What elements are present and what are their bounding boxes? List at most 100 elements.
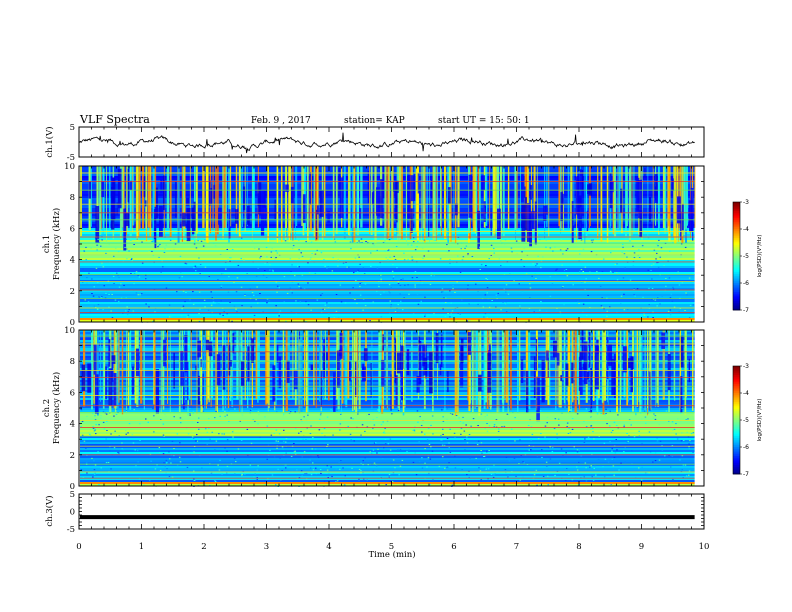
ch3-waveform-ytick-label: 5	[70, 490, 75, 500]
ch1-spectrogram-quiet	[529, 211, 532, 247]
ch1-spectrogram-quiet	[431, 179, 433, 199]
ch1-spectrogram-speckle	[651, 298, 654, 300]
ch1-spectrogram-sferic	[132, 166, 134, 233]
ch1-spectrogram-speckle	[151, 250, 153, 252]
ch2-spectrogram-speckle	[154, 468, 157, 470]
colorbar-swatch	[733, 389, 740, 392]
ch2-spectrogram-speckle	[631, 463, 633, 465]
ch2-spectrogram-speckle	[462, 422, 465, 424]
ch1-spectrogram-band	[80, 278, 695, 280]
ch1-spectrogram-quiet	[689, 200, 693, 233]
ch2-spectrogram-speckle	[588, 411, 590, 413]
ch2-spectrogram-speckle	[281, 446, 284, 448]
ch1-spectrogram-speckle	[486, 279, 489, 280]
ch1-spectrogram-sferic	[349, 166, 351, 239]
ch2-spectrogram-speckle	[503, 425, 506, 427]
ch1-spectrogram-speckle	[337, 259, 339, 261]
ch2-spectrogram-speckle	[508, 460, 511, 462]
ch2-spectrogram-speckle	[113, 447, 116, 449]
ch1-spectrogram-speckle	[231, 249, 234, 250]
ch2-spectrogram-quiet	[423, 357, 428, 376]
ch2-spectrogram-speckle	[326, 465, 328, 467]
ch2-spectrogram-speckle	[92, 426, 94, 428]
ch1-spectrogram-quiet	[671, 178, 674, 191]
ch2-spectrogram-speckle	[357, 411, 359, 413]
ch1-spectrogram-speckle	[532, 263, 534, 265]
ch2-spectrogram-speckle	[513, 457, 516, 459]
ch2-spectrogram-speckle	[638, 467, 640, 469]
ch1-spectrogram-speckle	[251, 292, 254, 294]
ch1-spectrogram-speckle	[350, 248, 352, 250]
ch1-spectrogram-speckle	[430, 275, 432, 277]
ch2-spectrogram-speckle	[301, 474, 303, 476]
ch2-spectrogram-speckle	[584, 462, 587, 464]
ch1-spectrogram-speckle	[298, 239, 300, 241]
ch2-spectrogram-speckle	[226, 439, 229, 441]
ch2-spectrogram-quiet	[87, 363, 92, 393]
ch1-spectrogram-band	[80, 290, 695, 292]
ch1-spectrogram-quiet	[191, 207, 195, 235]
ch1-spectrogram-speckle	[108, 294, 110, 295]
time-xtick-label: 5	[389, 542, 394, 552]
ch2-spectrogram-speckle	[688, 474, 690, 476]
ch2-spectrogram-speckle	[162, 434, 165, 436]
ch2-spectrogram-speckle	[562, 455, 564, 457]
ch2-spectrogram-speckle	[92, 476, 94, 478]
colorbar-swatch	[733, 403, 740, 406]
ch1-spectrogram-speckle	[483, 316, 485, 318]
ch2-spectrogram-speckle	[291, 436, 293, 438]
ch2-spectrogram-speckle	[576, 466, 578, 468]
ch2-spectrogram-speckle	[165, 472, 167, 474]
ch1-spectrogram-sferic	[567, 166, 570, 229]
ch2-spectrogram-speckle	[285, 452, 287, 454]
ch2-spectrogram-speckle	[198, 428, 200, 430]
ch2-spectrogram-quiet	[105, 366, 107, 400]
ch1-waveform-ylabel: ch.1(V)	[44, 126, 55, 157]
ch2-spectrogram-speckle	[472, 418, 475, 420]
ch2-spectrogram-speckle	[633, 436, 636, 438]
ch1-spectrogram-speckle	[529, 283, 531, 285]
ch1-spectrogram-speckle	[117, 274, 119, 276]
ch2-spectrogram-speckle	[221, 473, 223, 475]
ch1-spectrogram-speckle	[292, 245, 295, 247]
ch2-spectrogram-sferic	[204, 330, 206, 409]
ch2-spectrogram-speckle	[153, 431, 155, 433]
ch1-spectrogram-ylabel-freq: Frequency (kHz)	[51, 208, 62, 280]
ch1-spectrogram-sferic	[289, 166, 292, 233]
ch2-spectrogram-speckle	[373, 442, 376, 444]
ch1-spectrogram-speckle	[184, 262, 187, 264]
ch1-spectrogram-speckle	[412, 237, 415, 239]
ch2-spectrogram-sferic	[162, 330, 165, 410]
colorbar-swatch	[733, 394, 740, 397]
colorbar-swatch	[733, 402, 740, 405]
ch2-spectrogram-speckle	[464, 439, 466, 441]
ch1-spectrogram-sferic	[484, 166, 486, 228]
ch1-spectrogram-speckle	[269, 264, 271, 266]
ch1-spectrogram-speckle	[390, 304, 392, 306]
ch2-spectrogram-speckle	[362, 460, 364, 462]
ch1-spectrogram-speckle	[584, 288, 586, 290]
ch1-spectrogram-speckle	[212, 298, 215, 300]
ch1-spectrogram-speckle	[505, 291, 507, 293]
ch2-spectrogram-speckle	[611, 450, 613, 452]
ch2-spectrogram-speckle	[305, 472, 308, 474]
ch2-spectrogram-speckle	[612, 465, 615, 467]
ch2-spectrogram-speckle	[211, 431, 213, 433]
ch1-spectrogram-sferic	[357, 166, 359, 229]
ch1-spectrogram-speckle	[216, 302, 218, 304]
ch2-spectrogram-speckle	[373, 424, 376, 426]
ch1-spectrogram-speckle	[98, 296, 100, 298]
ch1-spectrogram-speckle	[376, 249, 378, 251]
ch1-spectrogram-sferic	[496, 166, 499, 232]
ch2-spectrogram-speckle	[240, 439, 243, 441]
ch1-spectrogram-sferic	[223, 166, 226, 228]
ch2-spectrogram-speckle	[480, 442, 483, 444]
ch2-spectrogram-speckle	[162, 453, 165, 455]
ch2-spectrogram-speckle	[589, 415, 591, 417]
ch1-spectrogram-speckle	[433, 275, 435, 277]
ch2-spectrogram-sferic	[604, 330, 606, 401]
ch1-spectrogram-speckle	[669, 297, 672, 299]
ch2-spectrogram-quiet	[628, 358, 633, 369]
ch1-spectrogram-sferic	[422, 166, 425, 229]
ch2-spectrogram-sferic	[454, 330, 457, 416]
